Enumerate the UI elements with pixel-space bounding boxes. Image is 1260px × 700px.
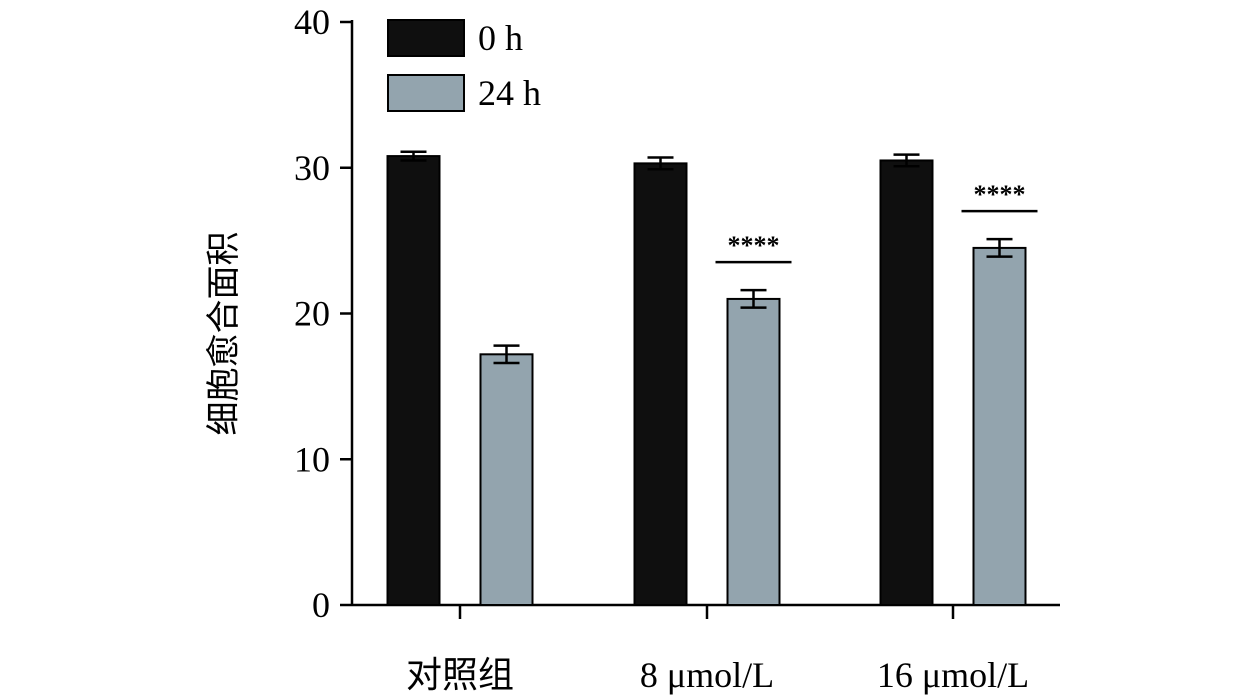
- bars: **** ****: [386, 150, 1038, 606]
- y-axis-label: 细胞愈合面积: [204, 232, 244, 436]
- bar: [726, 297, 781, 606]
- x-tick-label: 8 μmol/L: [640, 655, 774, 695]
- significance-label: ****: [728, 231, 780, 260]
- bar: [633, 162, 688, 606]
- y-tick-label: 20: [294, 294, 330, 334]
- legend: 0 h 24 h: [387, 18, 541, 113]
- x-tick-label: 16 μmol/L: [877, 655, 1029, 695]
- y-tick-label: 0: [312, 585, 330, 625]
- y-tick-label: 30: [294, 148, 330, 188]
- bar: [972, 246, 1027, 606]
- legend-label: 24 h: [478, 73, 541, 113]
- y-tick-label: 40: [294, 2, 330, 42]
- legend-label: 0 h: [478, 18, 523, 58]
- bar: [479, 353, 534, 606]
- axes: 0 10 20 30 40 对照组 8 μmol/L 16 μmol/L: [294, 2, 1060, 695]
- bar: [386, 155, 441, 606]
- bar: [879, 159, 934, 606]
- x-tick-label: 对照组: [406, 655, 514, 695]
- legend-swatch: [387, 19, 465, 57]
- y-tick-label: 10: [294, 439, 330, 479]
- significance-label: ****: [974, 180, 1026, 209]
- legend-swatch: [387, 74, 465, 112]
